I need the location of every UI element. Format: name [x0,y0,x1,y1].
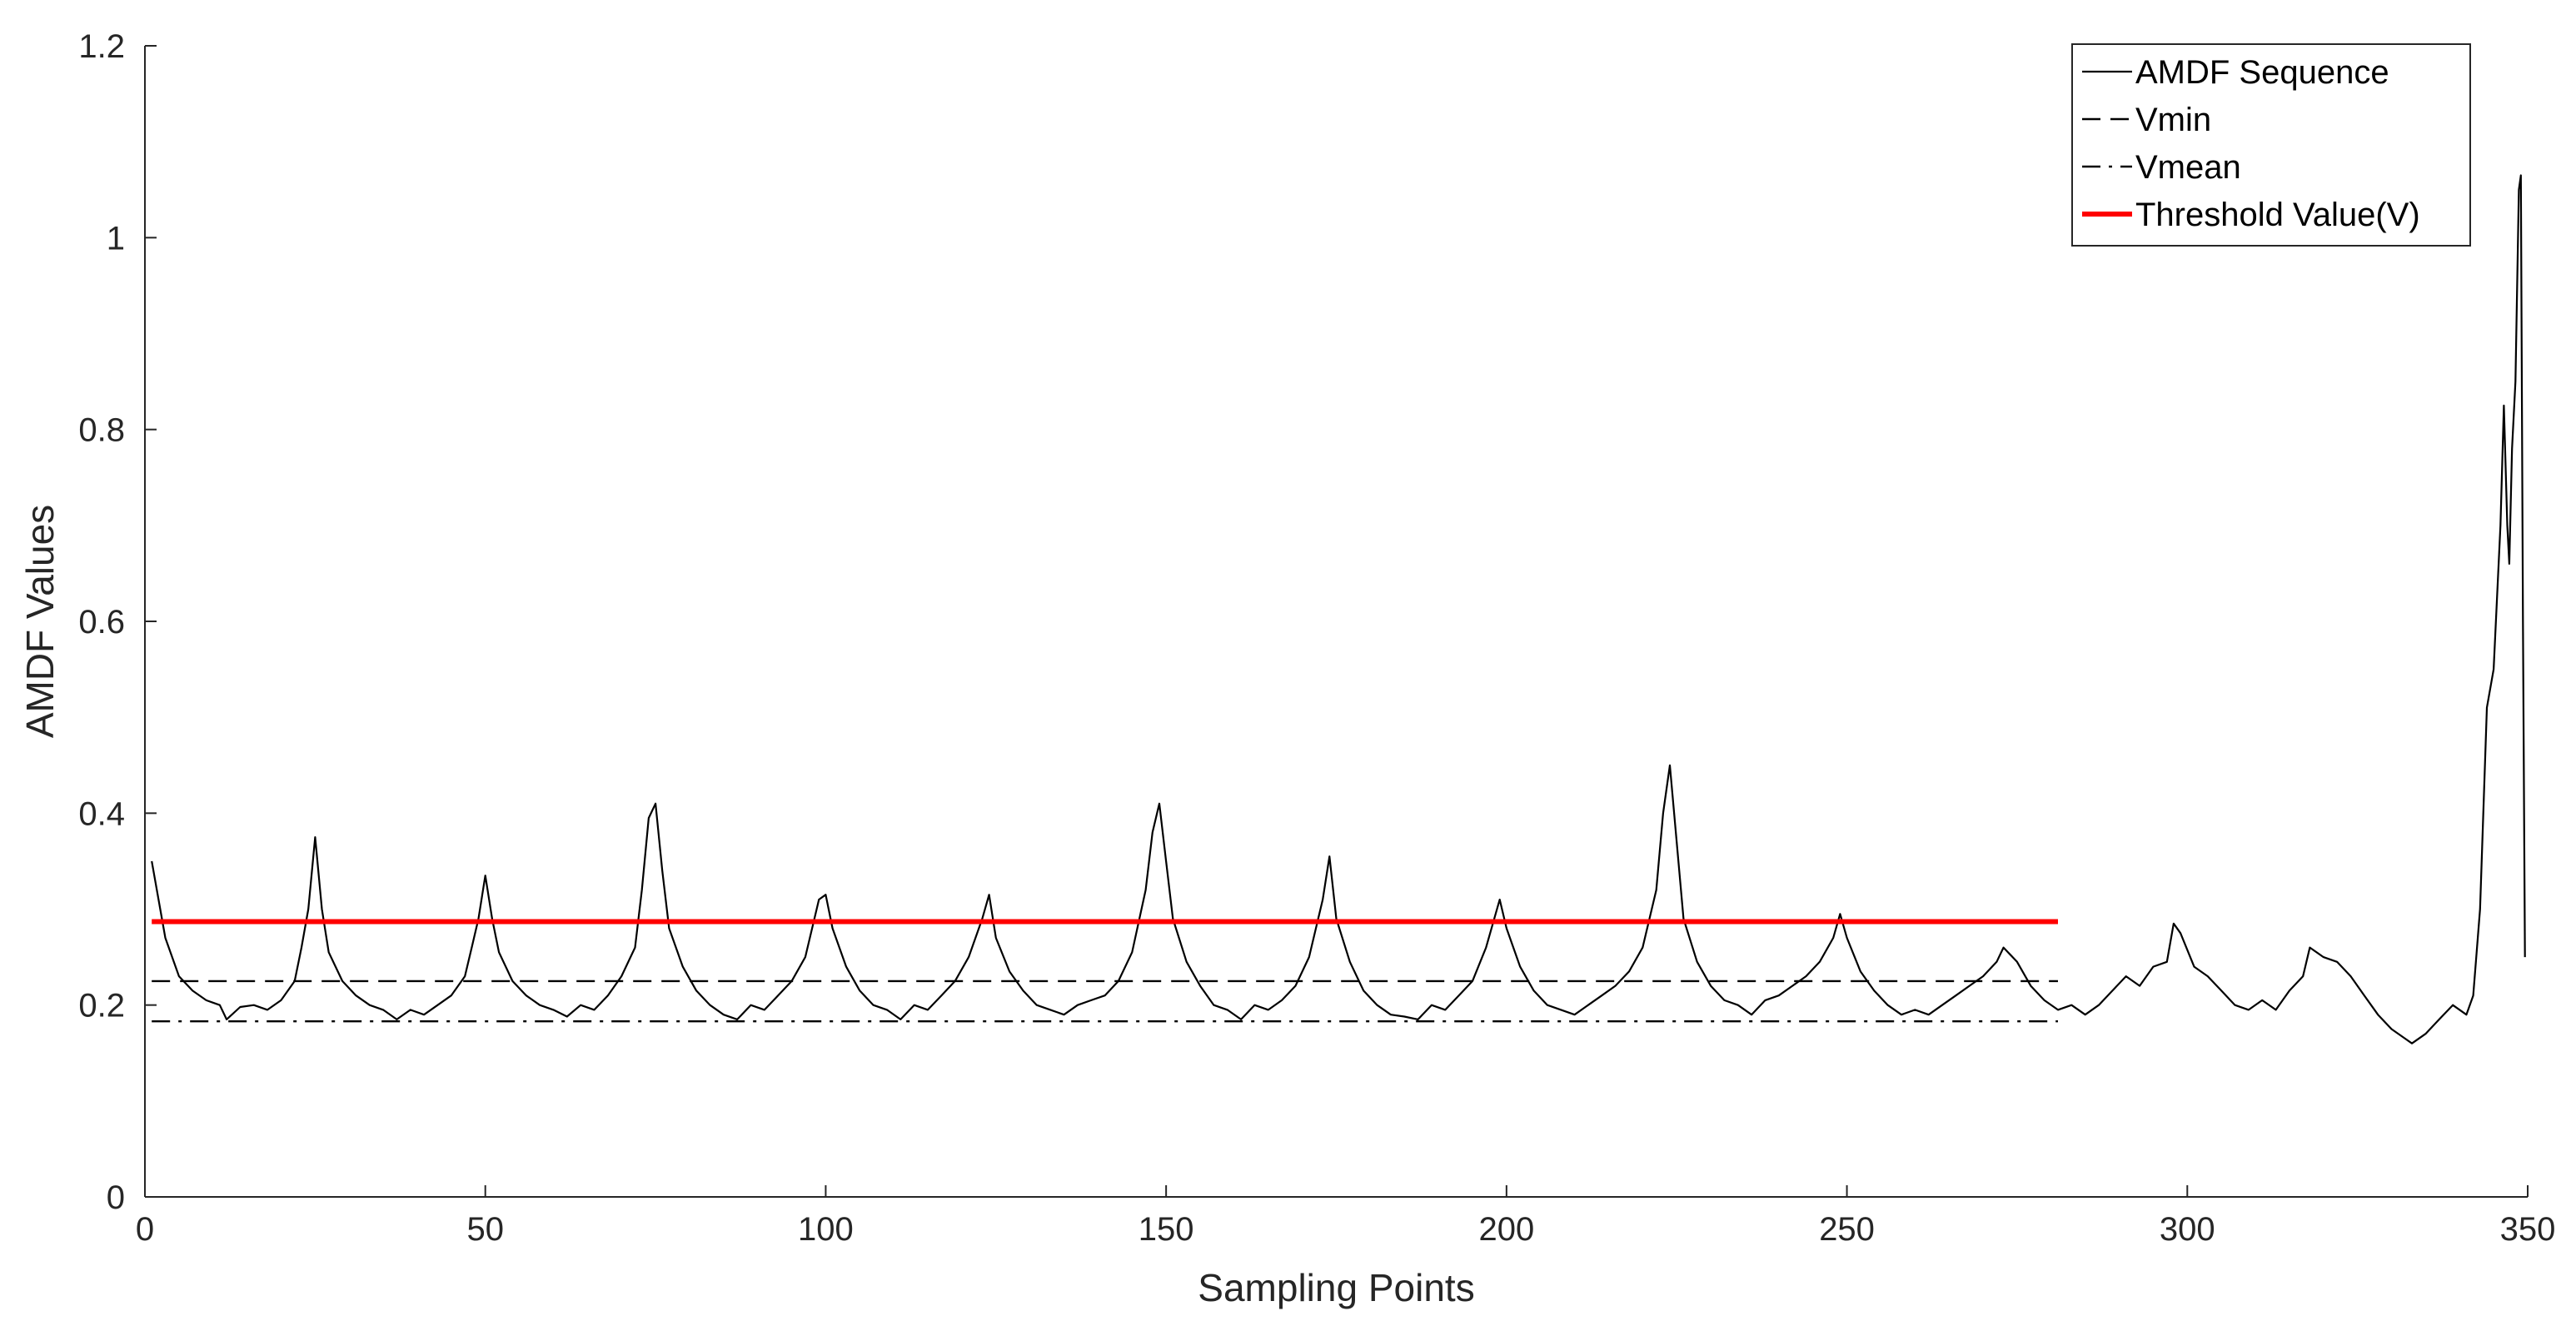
series-line-amdf-sequence [151,174,2526,1044]
y-tick-label: 0.2 [78,988,125,1024]
y-axis-label: AMDF Values [18,505,62,738]
y-tick-label: 0.4 [78,795,125,832]
legend-label: Threshold Value(V) [2135,197,2420,233]
legend-label: AMDF Sequence [2135,54,2389,91]
x-tick-label: 200 [1478,1211,1534,1248]
x-tick-label: 50 [466,1211,504,1248]
y-tick-label: 1.2 [78,28,125,65]
x-tick-label: 0 [136,1211,154,1248]
x-tick-label: 100 [798,1211,854,1248]
x-tick-label: 150 [1139,1211,1194,1248]
legend: AMDF Sequence Vmin Vmean Threshold Value(V) [2071,43,2471,247]
legend-label: Vmin [2135,102,2211,138]
y-tick-label: 0 [107,1179,125,1216]
series-layer [151,174,2526,1044]
y-tick-label: 1 [107,220,125,257]
x-axis-label: Sampling Points [1198,1266,1474,1309]
legend-box [2071,43,2471,247]
x-tick-label: 350 [2500,1211,2556,1248]
x-tick-label: 250 [1819,1211,1875,1248]
x-tick-label: 300 [2160,1211,2215,1248]
y-tick-label: 0.6 [78,604,125,641]
legend-label: Vmean [2135,149,2241,186]
axes-layer: 0 50 100 150 200 250 300 350 0 0.2 0.4 0.6 0.8 1 1.2 [78,28,2555,1248]
y-tick-label: 0.8 [78,412,125,449]
